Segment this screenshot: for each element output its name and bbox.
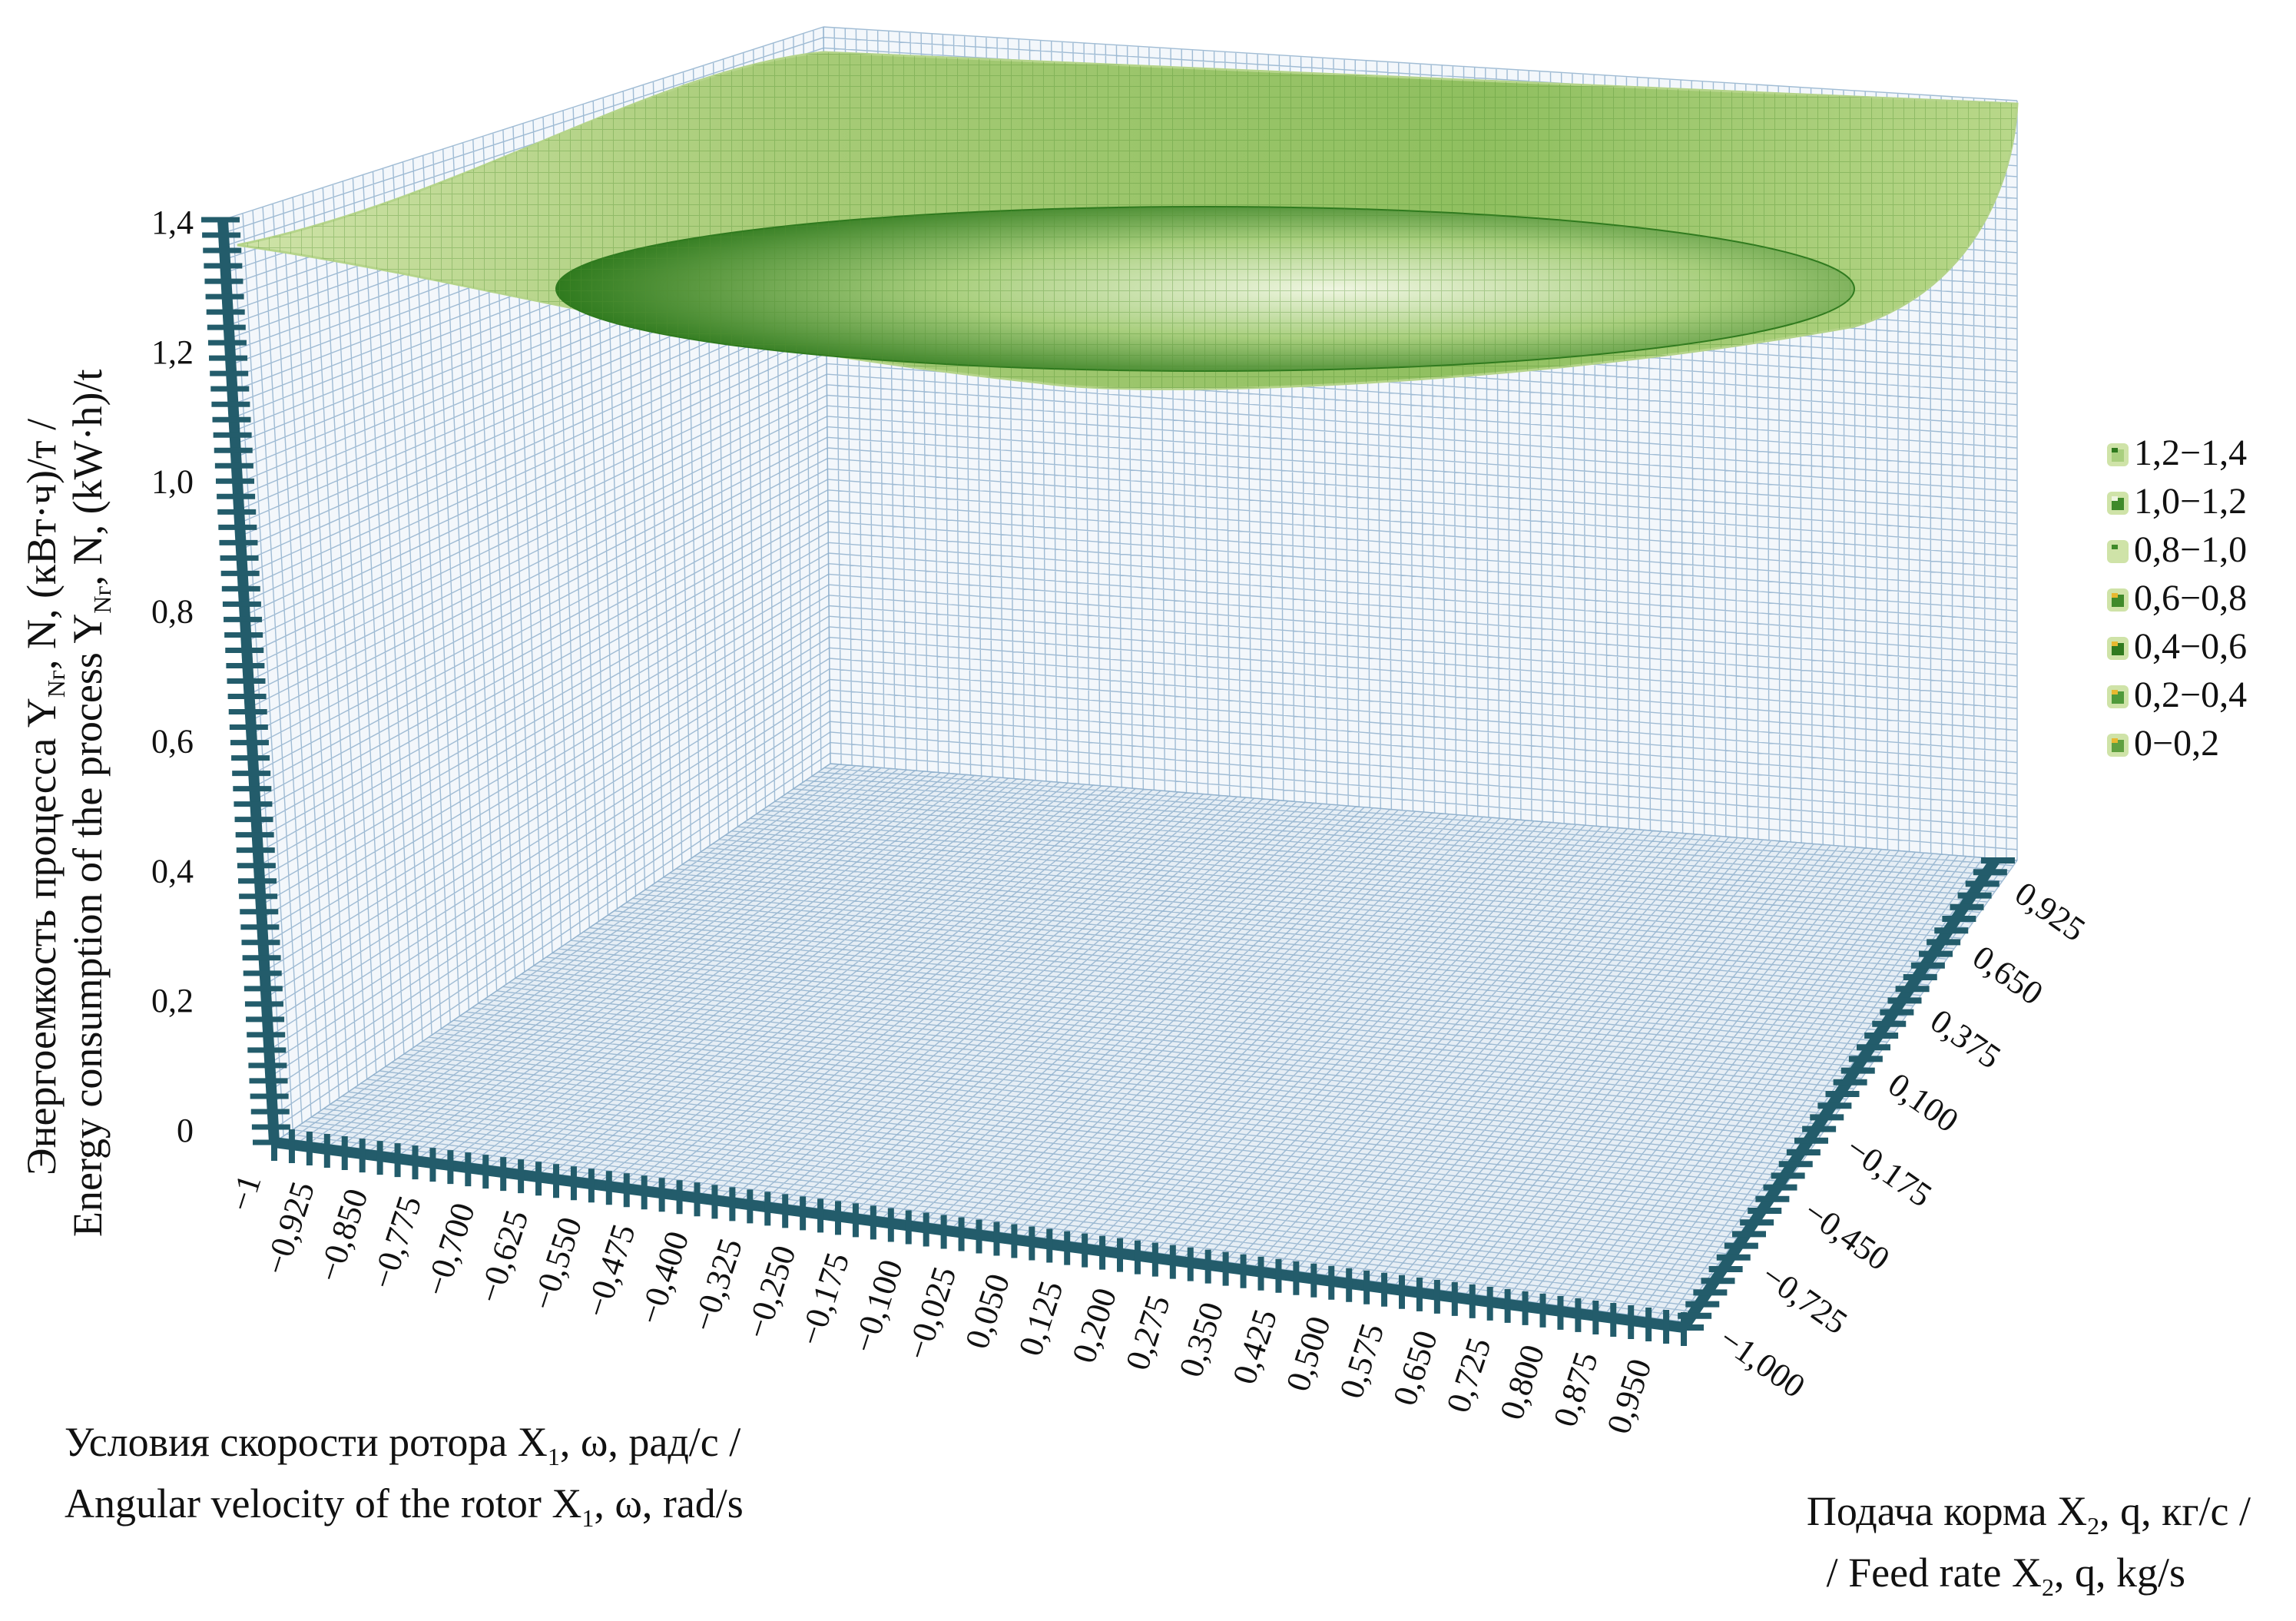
x-tick-label: −0,850	[310, 1184, 376, 1286]
y-tick-label: −0,450	[1797, 1192, 1897, 1278]
axes	[201, 217, 2015, 1346]
legend-swatch-accent	[2112, 496, 2118, 501]
y-tick-label: 0,375	[1923, 1002, 2007, 1076]
z-axis-title-ru: Энергоемкость процесса YNг, N, (кВт·ч)/т…	[18, 419, 70, 1175]
x-tick-label: −0,100	[845, 1255, 910, 1357]
x-tick-label: −0,925	[257, 1177, 322, 1279]
z-axis-title-en: Energy consumption of the process YNг, N…	[65, 369, 116, 1237]
legend-swatch-accent	[2112, 448, 2118, 452]
legend-entry: 0−0,2	[2134, 723, 2219, 764]
x-tick-label: 0,350	[1171, 1298, 1231, 1381]
z-axis-minor-ticks	[201, 217, 291, 1145]
y-axis-minor-ticks	[1670, 857, 2015, 1331]
x-tick-label: 0,275	[1118, 1291, 1178, 1374]
x-tick-label: −0,400	[631, 1227, 697, 1329]
x-tick-label: 0,950	[1599, 1354, 1658, 1438]
response-surface	[237, 51, 2019, 390]
z-tick-label: 0	[177, 1112, 194, 1149]
z-tick-label: 0,6	[151, 722, 194, 760]
legend-entry: 0,4−0,6	[2134, 626, 2247, 667]
legend-entry: 0,8−1,0	[2134, 529, 2247, 570]
x-tick-label: −0,250	[738, 1241, 803, 1343]
x-tick-label: 0,125	[1012, 1276, 1071, 1360]
z-tick-label: 0,2	[151, 982, 194, 1019]
legend-entry: 0,2−0,4	[2134, 675, 2247, 715]
x-tick-label: −0,625	[471, 1205, 536, 1308]
x-tick-label: 0,575	[1332, 1319, 1391, 1403]
x-tick-label: −0,175	[791, 1248, 856, 1350]
y-tick-label: −0,175	[1839, 1129, 1939, 1214]
y-axis-title-ru: Подача корма X2, q, кг/с /	[1807, 1488, 2251, 1540]
x-tick-label: 0,800	[1493, 1340, 1552, 1424]
legend-swatch-accent	[2112, 641, 2118, 646]
floor	[274, 764, 2017, 1328]
legend: 1,2−1,4 1,0−1,2 0,8−1,0 0,6−0,8 0,4−0,6 0,2−0…	[2107, 433, 2247, 764]
x-tick-label: −0,325	[684, 1234, 750, 1336]
x-tick-label: 0,650	[1386, 1326, 1445, 1410]
legend-swatch-accent	[2112, 593, 2118, 598]
x-axis-title-en: Angular velocity of the rotor X1, ω, rad…	[65, 1480, 744, 1532]
z-tick-label: 1,0	[151, 463, 194, 501]
x-tick-label: 0,050	[958, 1269, 1017, 1353]
z-tick-label: 0,8	[151, 593, 194, 631]
legend-entry: 1,0−1,2	[2134, 481, 2247, 522]
x-tick-label: −0,025	[899, 1262, 964, 1364]
legend-swatch-accent	[2112, 738, 2118, 743]
x-axis-title-ru: Условия скорости ротора X1, ω, рад/с /	[65, 1419, 740, 1470]
x-tick-label: −0,550	[524, 1212, 589, 1314]
x-tick-label: −1	[221, 1170, 268, 1216]
x-tick-label: 0,200	[1065, 1284, 1124, 1367]
x-axis-minor-ticks	[271, 1127, 1687, 1346]
x-tick-label: −0,475	[578, 1220, 643, 1322]
y-tick-label: −0,725	[1754, 1256, 1854, 1341]
z-tick-label: 0,4	[151, 852, 194, 890]
surface-minimum-mesh	[556, 207, 1854, 371]
y-tick-label: 0,650	[1966, 938, 2049, 1013]
y-axis-title-en: / Feed rate X2, q, kg/s	[1827, 1550, 2185, 1601]
y-tick-label: 0,100	[1881, 1066, 1965, 1140]
z-tick-label: 1,4	[151, 204, 194, 241]
legend-swatch-accent	[2112, 545, 2118, 549]
x-tick-label: 0,725	[1439, 1333, 1498, 1417]
x-tick-label: 0,500	[1279, 1312, 1338, 1396]
x-tick-label: −0,700	[417, 1198, 482, 1301]
z-tick-label: 1,2	[151, 333, 194, 371]
legend-entry: 1,2−1,4	[2134, 433, 2247, 473]
y-tick-label: 0,925	[2008, 874, 2092, 949]
x-tick-label: 0,425	[1225, 1304, 1284, 1388]
x-tick-label: 0,875	[1546, 1348, 1605, 1431]
x-tick-label: −0,775	[363, 1192, 429, 1294]
legend-swatch-accent	[2112, 690, 2118, 694]
legend-entry: 0,6−0,8	[2134, 578, 2247, 618]
y-tick-label: −1,000	[1712, 1320, 1812, 1405]
